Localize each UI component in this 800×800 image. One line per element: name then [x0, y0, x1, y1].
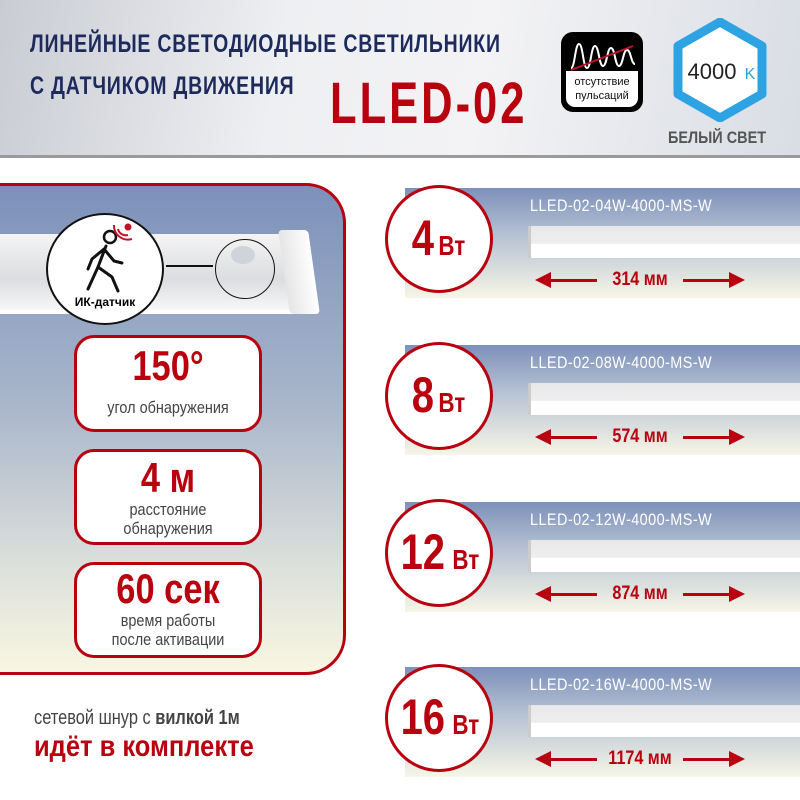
ir-sensor-label: ИК-датчик: [74, 295, 136, 309]
cord-note: сетевой шнур с вилкой 1м: [34, 707, 240, 730]
power-unit: Вт: [438, 230, 466, 261]
dimension-line: [549, 436, 597, 439]
power-unit: Вт: [452, 709, 480, 740]
title-line-1: ЛИНЕЙНЫЕ СВЕТОДИОДНЫЕ СВЕТИЛЬНИКИ: [30, 30, 501, 58]
arrow-left-icon: [535, 751, 551, 767]
arrow-right-icon: [729, 751, 745, 767]
dimension-line: [549, 758, 597, 761]
stat-caption: угол обнаружения: [107, 398, 229, 417]
length-dimension: 1174 мм: [535, 747, 745, 771]
arrow-left-icon: [535, 586, 551, 602]
product-code: LLED-02-16W-4000-MS-W: [530, 675, 713, 694]
no-flicker-line2: пульсаций: [575, 90, 629, 102]
stat-caption: расстояние: [129, 500, 207, 519]
arrow-left-icon: [535, 272, 551, 288]
product-lamp-image: [528, 705, 800, 737]
power-badge: 16 Вт: [385, 664, 493, 772]
kelvin-value: 4000: [688, 59, 737, 84]
arrow-right-icon: [729, 272, 745, 288]
power-badge: 4 Вт: [385, 185, 493, 293]
power-value: 12: [400, 524, 446, 580]
stat-caption: время работы: [120, 611, 216, 630]
hexagon-icon: 4000 K: [673, 17, 767, 123]
stat-value: 150°: [132, 342, 204, 389]
ir-sensor-callout: ИК-датчик: [46, 213, 164, 325]
product-code: LLED-02-12W-4000-MS-W: [530, 510, 713, 529]
dimension-line: [683, 279, 731, 282]
length-dimension: 574 мм: [535, 425, 745, 449]
dimension-line: [683, 436, 731, 439]
arrow-left-icon: [535, 429, 551, 445]
product-row: LLED-02-16W-4000-MS-W 1174 мм 16 Вт: [385, 664, 800, 782]
cord-included: идёт в комплекте: [34, 730, 254, 763]
power-badge: 8 Вт: [385, 342, 493, 450]
no-flicker-badge: отсутствие пульсаций: [561, 32, 643, 112]
product-length: 314 мм: [612, 269, 668, 290]
length-dimension: 314 мм: [535, 268, 745, 292]
cord-bold: вилкой 1м: [155, 707, 240, 729]
power-value: 8: [412, 367, 435, 423]
pointer-arrow: [166, 265, 213, 267]
stat-active-time: 60 сек время работы после активации: [74, 562, 262, 658]
dimension-line: [683, 593, 731, 596]
power-unit: Вт: [452, 544, 480, 575]
stat-caption-2: обнаружения: [123, 519, 213, 538]
dimension-line: [683, 758, 731, 761]
product-lamp-image: [528, 383, 800, 415]
model-name: LLED-02: [330, 71, 528, 136]
stat-detection-angle: 150° угол обнаружения: [74, 335, 262, 432]
dimension-line: [549, 279, 597, 282]
no-flicker-label: отсутствие пульсаций: [566, 71, 638, 107]
arrow-right-icon: [729, 429, 745, 445]
product-length: 574 мм: [612, 426, 668, 447]
title-line-2: С ДАТЧИКОМ ДВИЖЕНИЯ: [30, 72, 295, 100]
length-dimension: 874 мм: [535, 582, 745, 606]
product-length: 1174 мм: [608, 748, 672, 769]
cord-prefix: сетевой шнур с: [34, 707, 156, 729]
stat-value: 60 сек: [116, 565, 220, 612]
stat-caption-2: после активации: [111, 630, 225, 649]
power-value: 4: [412, 210, 435, 266]
arrow-right-icon: [729, 586, 745, 602]
power-unit: Вт: [438, 387, 466, 418]
header-banner: ЛИНЕЙНЫЕ СВЕТОДИОДНЫЕ СВЕТИЛЬНИКИ С ДАТЧ…: [0, 0, 800, 158]
product-row: LLED-02-08W-4000-MS-W 574 мм 8 Вт: [385, 342, 800, 460]
stat-value: 4 м: [140, 454, 196, 501]
walking-person-motion-icon: [86, 223, 133, 293]
power-badge: 12 Вт: [385, 499, 493, 607]
product-code: LLED-02-04W-4000-MS-W: [530, 196, 713, 215]
product-length: 874 мм: [612, 583, 668, 604]
product-row: LLED-02-04W-4000-MS-W 314 мм 4 Вт: [385, 185, 800, 303]
product-code: LLED-02-08W-4000-MS-W: [530, 353, 713, 372]
sensor-highlight-circle: [215, 239, 275, 299]
dimension-line: [549, 593, 597, 596]
stat-detection-distance: 4 м расстояние обнаружения: [74, 449, 262, 545]
kelvin-unit: K: [745, 66, 756, 83]
white-light-label: БЕЛЫЙ СВЕТ: [668, 128, 767, 147]
color-temperature-badge: 4000 K: [672, 17, 768, 123]
product-lamp-image: [528, 226, 800, 258]
no-flicker-line1: отсутствие: [574, 76, 630, 88]
product-row: LLED-02-12W-4000-MS-W 874 мм 12 Вт: [385, 499, 800, 617]
waveform-crossed-icon: [570, 42, 636, 71]
power-value: 16: [400, 689, 446, 745]
product-lamp-image: [528, 540, 800, 572]
